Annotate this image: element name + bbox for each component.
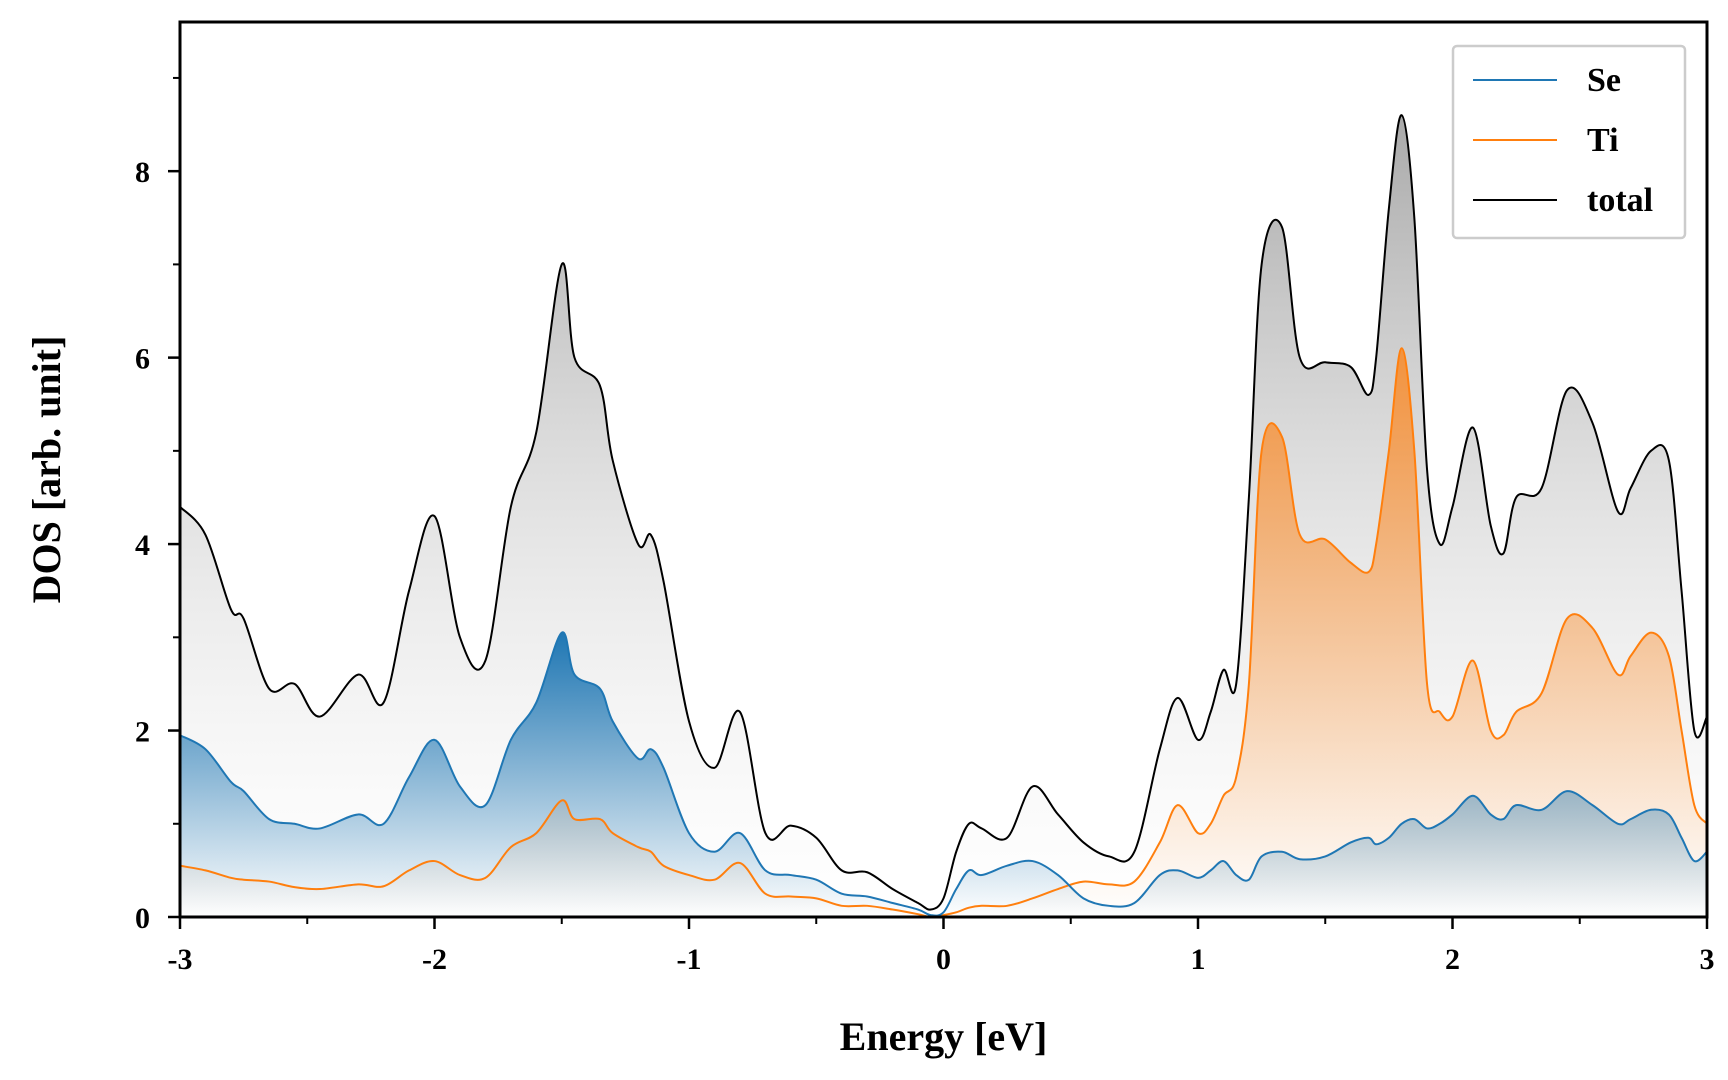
y-axis-label: DOS [arb. unit] [24,336,69,604]
series-line-total [180,114,1707,911]
legend-box [1451,44,1687,240]
x-tick-label: 1 [1191,943,1206,976]
x-tick-label: 2 [1445,943,1460,976]
area-fill-ti [180,348,1707,917]
legend-label-se: Se [1587,62,1621,99]
axes: -3 -2 -1 0 1 2 3 0 2 4 6 8 Energy [eV] DOS [arb. unit… [24,20,1715,1059]
area-fills [180,115,1707,917]
y-tick-label: 8 [135,156,150,189]
x-tick-label: 0 [936,943,951,976]
legend-label-total: total [1587,182,1653,219]
legend: Se Ti total [1451,44,1687,240]
y-tick-label: 4 [135,529,150,562]
area-fill-se [180,632,1707,917]
y-tick-label: 2 [135,716,150,749]
y-tick-label: 6 [135,343,150,376]
legend-label-ti: Ti [1587,122,1619,159]
series-line-ti [180,347,1707,917]
x-axis-label: Energy [eV] [840,1014,1048,1059]
series-line-se [180,631,1707,917]
x-tick-label: -1 [677,943,702,976]
y-tick-label: 0 [135,902,150,935]
x-tick-label: 3 [1700,943,1715,976]
x-tick-label: -3 [168,943,193,976]
series-lines [180,114,1707,917]
x-tick-label: -2 [422,943,447,976]
